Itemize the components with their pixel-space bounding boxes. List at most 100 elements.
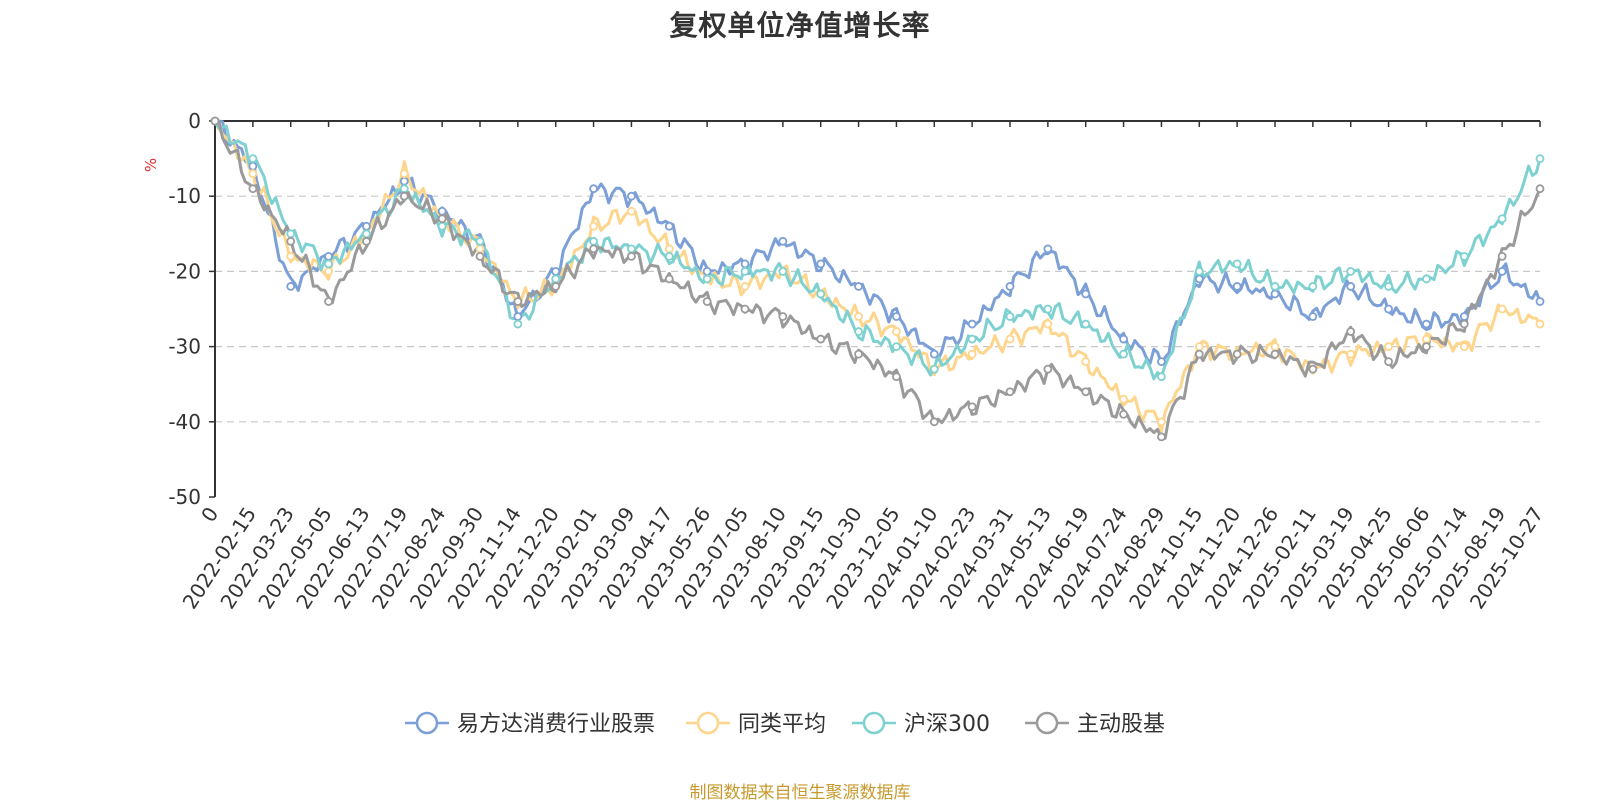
data-point — [1535, 319, 1545, 329]
data-point — [1346, 327, 1356, 336]
legend-label: 易方达消费行业股票 — [457, 712, 655, 737]
y-tick-label: -20 — [168, 259, 201, 283]
data-point — [1043, 364, 1053, 374]
data-point — [1005, 334, 1015, 344]
data-point — [740, 259, 750, 269]
data-point — [1422, 274, 1431, 284]
data-point — [967, 402, 977, 412]
data-point — [248, 184, 258, 194]
data-point — [1119, 409, 1128, 419]
data-point — [1422, 334, 1431, 344]
data-point — [1194, 349, 1204, 359]
data-point — [740, 266, 750, 276]
data-point — [778, 266, 788, 276]
data-point — [437, 214, 447, 224]
data-point — [1232, 259, 1242, 269]
data-point — [1081, 357, 1091, 367]
legend-item[interactable]: 主动股基 — [1025, 711, 1165, 737]
series-lines — [213, 119, 1542, 441]
data-point — [1005, 282, 1015, 291]
data-point — [854, 327, 863, 336]
data-point — [362, 229, 371, 239]
data-point — [324, 251, 333, 261]
data-point — [816, 259, 826, 269]
data-point — [854, 312, 863, 321]
data-point — [1459, 319, 1469, 329]
data-point — [929, 417, 939, 427]
series-line — [213, 120, 1542, 381]
legend-circle-icon — [862, 711, 886, 735]
data-point — [664, 244, 674, 254]
y-tick-label: -30 — [168, 335, 201, 359]
data-point — [362, 236, 371, 246]
data-point — [1232, 282, 1242, 291]
data-point — [627, 206, 636, 216]
legend-label: 主动股基 — [1077, 712, 1165, 737]
data-point — [1535, 297, 1545, 306]
series-line — [213, 120, 1542, 433]
data-point — [967, 319, 977, 329]
legend-label: 同类平均 — [738, 712, 826, 737]
data-point — [475, 251, 485, 261]
data-point — [967, 349, 977, 359]
data-point — [892, 372, 901, 382]
data-point — [816, 334, 826, 344]
axes: 0-10-20-30-40-5002022-02-152022-03-23202… — [168, 109, 1548, 613]
data-point — [399, 176, 409, 186]
y-tick-label: -10 — [168, 184, 201, 208]
data-point — [664, 274, 674, 284]
y-tick-label: -50 — [168, 485, 201, 509]
data-point — [1497, 214, 1507, 224]
data-point — [702, 274, 712, 284]
data-point — [248, 154, 258, 164]
data-source-note: 制图数据来自恒生聚源数据库 — [689, 783, 911, 803]
data-point — [248, 169, 258, 179]
y-axis-unit: % — [142, 158, 160, 172]
data-point — [702, 266, 712, 276]
data-point — [589, 236, 598, 246]
data-point — [1270, 349, 1280, 359]
data-point — [551, 282, 561, 291]
chart-title: 复权单位净值增长率 — [669, 9, 931, 42]
data-point — [1043, 244, 1053, 254]
data-point — [286, 229, 296, 239]
data-point — [399, 169, 409, 179]
data-point — [854, 349, 863, 359]
data-point — [740, 304, 750, 314]
data-point — [1119, 394, 1128, 404]
data-point — [1459, 312, 1469, 321]
data-point — [778, 312, 788, 321]
data-point — [513, 319, 523, 329]
legend-item[interactable]: 沪深300 — [852, 711, 990, 737]
data-point — [513, 312, 523, 321]
legend[interactable]: 易方达消费行业股票 同类平均 沪深300 主动股基 — [405, 711, 1165, 737]
data-point — [1346, 349, 1356, 359]
data-point — [475, 236, 485, 246]
data-point — [1308, 312, 1318, 321]
data-point — [627, 244, 636, 254]
legend-circle-icon — [696, 711, 720, 735]
data-point — [1270, 289, 1280, 299]
data-point — [475, 244, 485, 254]
data-point — [324, 266, 333, 276]
data-point — [1157, 432, 1166, 442]
legend-item[interactable]: 易方达消费行业股票 — [405, 711, 655, 737]
data-point — [551, 266, 561, 276]
data-point — [589, 221, 598, 231]
data-point — [1081, 289, 1091, 299]
data-point — [1043, 319, 1053, 329]
legend-item[interactable]: 同类平均 — [686, 711, 826, 737]
gridlines — [215, 195, 1540, 423]
data-point — [1119, 334, 1128, 344]
data-point — [702, 297, 712, 306]
x-tick-label: 0 — [196, 503, 223, 527]
data-point — [286, 236, 296, 246]
data-point — [1043, 304, 1053, 314]
data-point — [740, 282, 750, 291]
data-point — [1005, 387, 1015, 397]
data-point — [1497, 304, 1507, 314]
data-point — [1535, 184, 1545, 194]
data-point — [1194, 274, 1204, 284]
data-point — [513, 297, 523, 306]
